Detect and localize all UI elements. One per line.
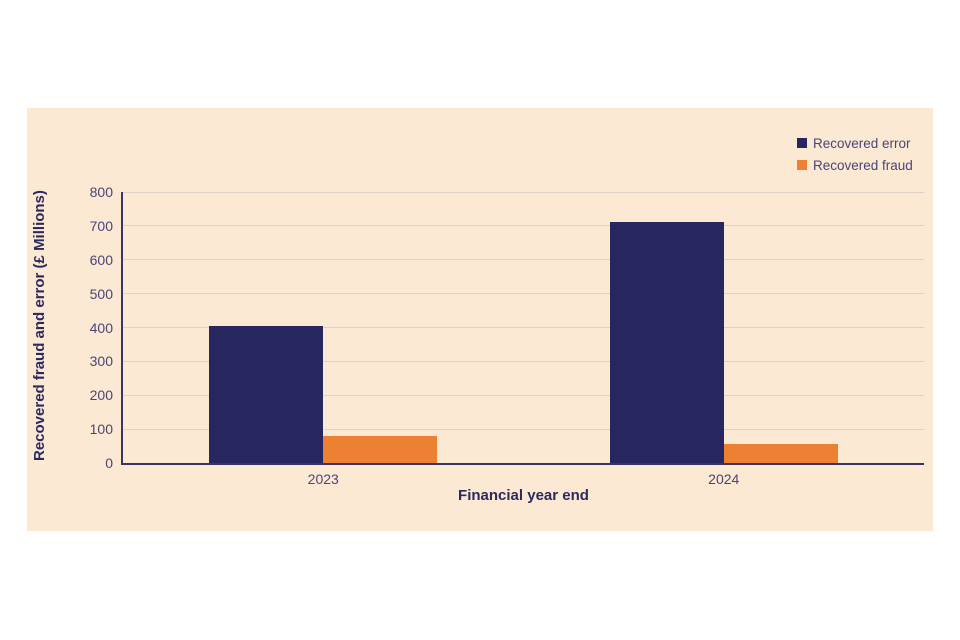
x-category-label-2024: 2024 (708, 471, 740, 487)
x-category-label-2023: 2023 (307, 471, 339, 487)
gridline-300 (123, 360, 924, 362)
y-tick-label-400: 400 (89, 319, 113, 336)
legend-swatch-fraud-icon (797, 160, 807, 170)
y-tick-label-200: 200 (89, 387, 113, 404)
chart-legend: Recovered error Recovered fraud (797, 132, 913, 176)
legend-item-recovered-error: Recovered error (797, 132, 913, 154)
gridline-500 (123, 293, 924, 295)
legend-swatch-error-icon (797, 138, 807, 148)
y-tick-label-700: 700 (89, 217, 113, 234)
gridline-600 (123, 259, 924, 261)
bar-recovered-fraud-2023 (323, 435, 438, 463)
y-tick-label-100: 100 (89, 421, 113, 438)
gridline-200 (123, 394, 924, 396)
x-axis-title: Financial year end (458, 487, 589, 504)
legend-label-recovered-error: Recovered error (813, 135, 911, 151)
gridline-400 (123, 327, 924, 328)
gridline-700 (123, 225, 924, 227)
y-tick-label-300: 300 (89, 353, 113, 370)
chart-panel: Recovered fraud and error (£ Millions) 0… (27, 108, 933, 531)
y-tick-label-0: 0 (105, 455, 113, 471)
x-axis-line (121, 463, 924, 465)
legend-label-recovered-fraud: Recovered fraud (813, 157, 913, 173)
y-tick-label-600: 600 (89, 251, 113, 268)
bar-recovered-error-2024 (609, 222, 724, 463)
gridline-100 (123, 428, 924, 430)
bar-recovered-fraud-2024 (723, 444, 838, 463)
y-tick-label-500: 500 (89, 285, 113, 302)
y-tick-label-800: 800 (89, 184, 113, 200)
plot-area (123, 191, 924, 463)
bar-recovered-error-2023 (209, 325, 324, 463)
y-axis-line (121, 192, 123, 465)
gridline-800 (123, 191, 924, 193)
legend-item-recovered-fraud: Recovered fraud (797, 154, 913, 176)
